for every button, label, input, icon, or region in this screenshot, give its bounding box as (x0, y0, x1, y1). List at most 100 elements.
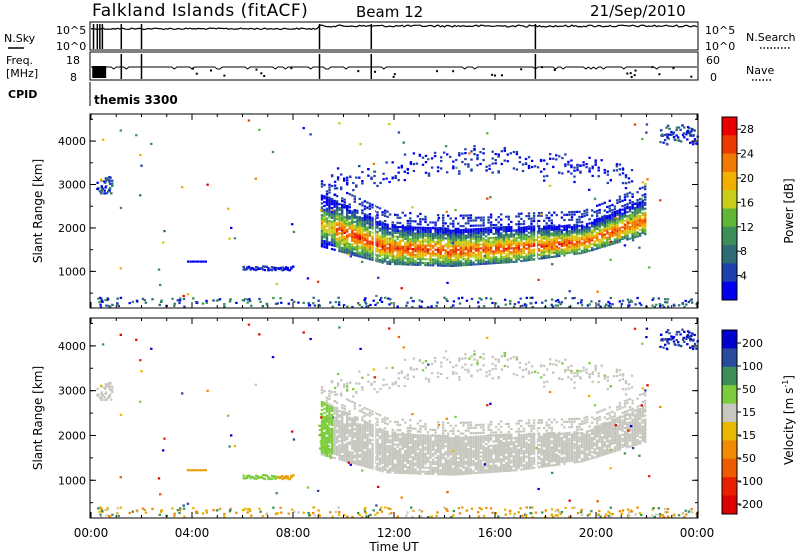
y-tick-label: 1000 (58, 474, 86, 487)
site-title: Falkland Islands (fitACF) (92, 1, 308, 21)
x-tick-label: 00:00 (680, 526, 715, 540)
nave-tick-bottom: 0 (710, 71, 717, 84)
nsky-trace (90, 24, 698, 49)
nave-dot (672, 67, 675, 70)
nave-dot (210, 69, 213, 72)
colorbar-swatch (722, 366, 737, 386)
velocity-colorbar-swatches (722, 330, 737, 515)
nave-dot (494, 74, 497, 77)
power-colorbar-tick: 20 (740, 172, 754, 185)
nave-dot (651, 66, 654, 69)
colorbar-swatch (722, 440, 737, 460)
nave-dot (96, 69, 99, 72)
nave-dot (491, 73, 494, 76)
nave-dot (629, 72, 632, 75)
nave-dot (690, 75, 693, 78)
power-colorbar-tick: 4 (740, 270, 747, 283)
time-axis-label: Time UT (368, 540, 419, 554)
power-colorbar-tick: 24 (740, 148, 754, 161)
nave-dot (223, 74, 226, 77)
cpid-label: CPID (8, 88, 37, 101)
velocity-ylabel: Slant Range [km] (31, 366, 45, 470)
freq-label: Freq. (6, 54, 33, 67)
velocity-colorbar-tick: -15 (738, 429, 756, 442)
nave-dot (634, 69, 637, 72)
velocity-colorbar-tick: 50 (742, 383, 756, 396)
colorbar-swatch (722, 263, 737, 283)
power-colorbar-tick: 8 (740, 245, 747, 258)
colorbar-swatch (722, 348, 737, 368)
x-tick-label: 16:00 (478, 526, 513, 540)
nave-dot (626, 72, 629, 75)
x-tick-label: 20:00 (579, 526, 614, 540)
power-colorbar: 4 8 12 16 20 24 28 Power [dB] (721, 116, 796, 301)
nsky-line (90, 24, 698, 31)
nave-dot (541, 66, 544, 69)
power-colorbar-title: Power [dB] (782, 178, 796, 243)
nave-dot (392, 75, 395, 78)
x-tick-label: 12:00 (377, 526, 412, 540)
nave-dot (633, 74, 636, 77)
y-tick-label: 3000 (58, 179, 86, 192)
nsearch-label: N.Search (746, 31, 796, 44)
velocity-colorbar-title: Velocity [m s-1] (781, 375, 796, 465)
velocity-colorbar-tick: -50 (738, 452, 756, 465)
power-colorbar-tick: 28 (740, 123, 754, 136)
nave-dot (357, 70, 360, 73)
colorbar-swatch (722, 281, 737, 301)
power-colorbar-ticks: 4 8 12 16 20 24 28 (737, 123, 754, 283)
freq-unit: [MHz] (6, 67, 38, 80)
velocity-colorbar: 200 100 50 15 -15 -50 -100 -200 Velocity [m s-1… (721, 329, 796, 515)
nave-dot (452, 70, 455, 73)
y-tick-label: 1000 (58, 265, 86, 278)
nave-dot (263, 75, 266, 78)
nsky-tick-top: 10^5 (56, 24, 86, 37)
y-tick-label: 2000 (58, 222, 86, 235)
colorbar-swatch (722, 226, 737, 246)
freq-trace (91, 54, 697, 79)
nsky-panel: N.Sky 10^5 10^0 10^5 10^0 N.Search (4, 21, 796, 53)
y-tick-label: 4000 (58, 135, 86, 148)
nave-dot (393, 73, 396, 76)
power-pixel-layer (96, 115, 699, 309)
power-ylabel: Slant Range [km] (31, 159, 45, 263)
colorbar-swatch (722, 208, 737, 228)
nave-dot (290, 67, 293, 70)
power-panel: Slant Range [km] 1000 2000 3000 4000 (31, 113, 699, 309)
power-xaxis (90, 114, 698, 308)
nave-dot (255, 68, 258, 71)
power-colorbar-tick: 12 (740, 221, 754, 234)
freq-tick-bottom: 8 (70, 71, 77, 84)
date-label: 21/Sep/2010 (590, 2, 686, 20)
colorbar-swatch (722, 330, 737, 349)
velocity-yaxis: 1000 2000 3000 4000 (58, 322, 698, 504)
nsky-label: N.Sky (4, 32, 36, 45)
colorbar-swatch (722, 477, 737, 497)
colorbar-swatch (722, 153, 737, 173)
freq-line (91, 66, 697, 70)
velocity-pixel-layer (96, 319, 699, 519)
velocity-colorbar-ticks: 200 100 50 15 -15 -50 -100 -200 (737, 337, 763, 511)
y-tick-label: 2000 (58, 429, 86, 442)
colorbar-swatch (722, 117, 737, 136)
nsky-tick-bottom: 10^0 (56, 40, 86, 53)
nave-dot (630, 75, 633, 78)
colorbar-swatch (722, 190, 737, 209)
velocity-xaxis: 00:00 04:00 08:00 12:00 16:00 20:00 00:00 (74, 318, 715, 540)
nave-dot (658, 73, 661, 76)
cpid-row: CPID themis 3300 (8, 82, 178, 107)
nave-dot (520, 68, 523, 71)
velocity-colorbar-tick: 15 (742, 406, 756, 419)
nave-dot (260, 72, 263, 75)
power-colorbar-swatches (722, 117, 737, 301)
power-yaxis: 1000 2000 3000 4000 (58, 118, 698, 294)
x-tick-label: 04:00 (175, 526, 210, 540)
nave-dot (195, 72, 198, 75)
colorbar-swatch (722, 385, 737, 405)
freq-panel: Freq. [MHz] 18 8 60 0 Nave (6, 51, 774, 84)
colorbar-swatch (722, 245, 737, 264)
beam-label: Beam 12 (356, 3, 423, 21)
nave-label: Nave (746, 64, 774, 77)
freq-tick-top: 18 (66, 54, 80, 67)
